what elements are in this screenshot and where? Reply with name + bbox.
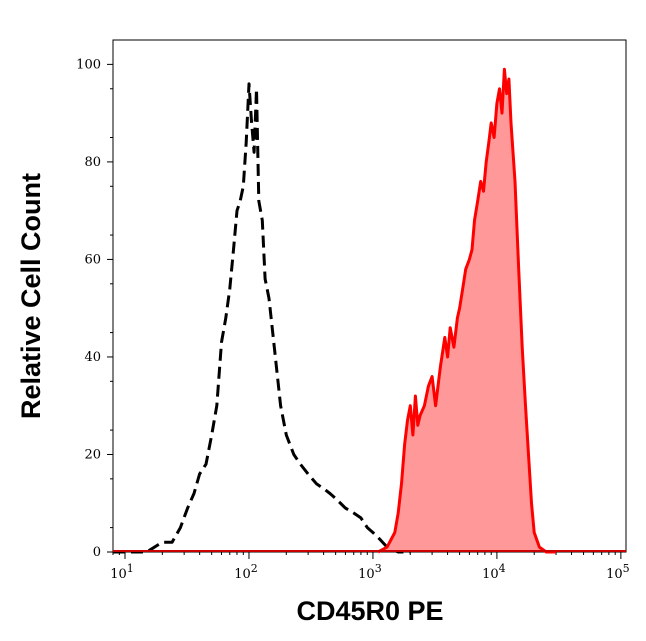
- y-tick-label: 100: [76, 57, 101, 72]
- plot-frame: [112, 39, 627, 553]
- x-tick-label: 104: [482, 562, 506, 582]
- x-axis-title: CD45R0 PE: [296, 596, 443, 626]
- x-axis-ticks: 101 102 103 104 105: [110, 552, 630, 582]
- x-tick-label: 105: [606, 562, 630, 582]
- y-tick-label: 0: [93, 545, 101, 560]
- series-0-line: [113, 82, 411, 554]
- y-tick-label: 80: [84, 155, 101, 170]
- x-tick-label: 103: [358, 562, 382, 582]
- y-tick-label: 60: [84, 252, 101, 267]
- x-tick-label: 102: [234, 562, 258, 582]
- series-layer: [113, 67, 626, 554]
- y-tick-label: 40: [84, 350, 101, 365]
- series-1-line: [377, 67, 557, 554]
- series-1-area: [378, 69, 557, 553]
- y-axis-ticks: 0 20 40 60 80 100: [76, 57, 113, 560]
- y-tick-label: 20: [84, 447, 101, 462]
- x-tick-label: 101: [110, 562, 134, 582]
- minor-ticks: [110, 88, 616, 555]
- y-axis-title: Relative Cell Count: [16, 173, 46, 419]
